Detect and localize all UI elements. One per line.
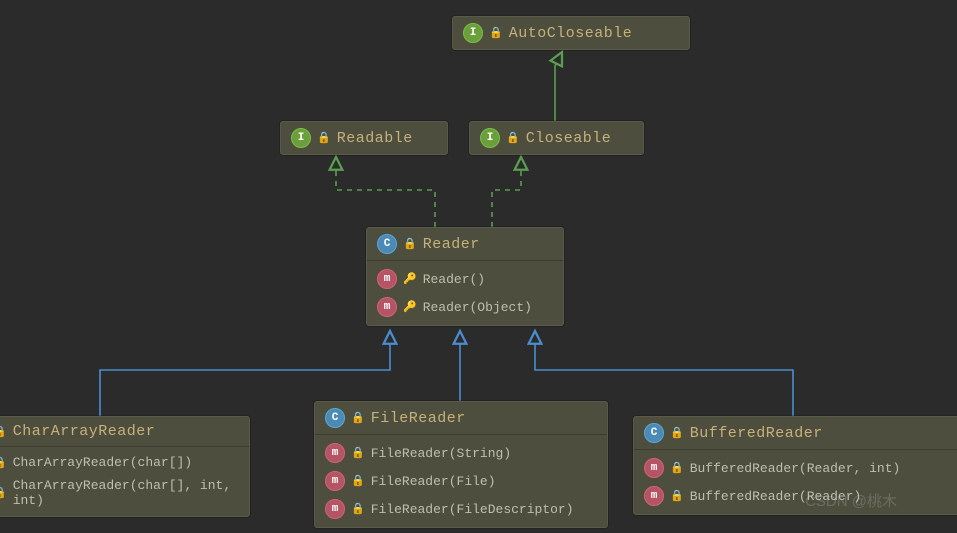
lock-icon: 🔒 (0, 425, 7, 439)
lock-icon: 🔒 (351, 474, 365, 488)
member-label: Reader() (423, 272, 485, 287)
method-icon: m (377, 269, 397, 289)
lock-icon: 🔒 (670, 461, 684, 475)
lock-icon: 🔒 (351, 502, 365, 516)
lock-icon: 🔒 (670, 489, 684, 503)
member-label: BufferedReader(Reader) (690, 489, 862, 504)
node-title: Closeable (526, 130, 612, 147)
member-row: 🔒 CharArrayReader(char[]) (0, 451, 249, 474)
member-label: FileReader(FileDescriptor) (371, 502, 574, 517)
node-bufferedreader[interactable]: C 🔒 BufferedReader m 🔒 BufferedReader(Re… (633, 416, 957, 515)
method-icon: m (644, 486, 664, 506)
node-closeable[interactable]: I 🔒 Closeable (469, 121, 644, 155)
member-label: CharArrayReader(char[], int, int) (13, 478, 239, 508)
node-title: FileReader (371, 410, 466, 427)
class-icon: C (377, 234, 397, 254)
node-body: m 🔒 FileReader(String) m 🔒 FileReader(Fi… (315, 435, 607, 527)
node-body: 🔒 CharArrayReader(char[]) 🔒 CharArrayRea… (0, 447, 249, 516)
node-reader[interactable]: C 🔒 Reader m 🔑 Reader() m 🔑 Reader(Objec… (366, 227, 564, 326)
member-row: m 🔒 FileReader(File) (315, 467, 607, 495)
member-label: BufferedReader(Reader, int) (690, 461, 901, 476)
class-icon: C (644, 423, 664, 443)
method-icon: m (325, 499, 345, 519)
method-icon: m (644, 458, 664, 478)
method-icon: m (325, 443, 345, 463)
lock-icon: 🔒 (351, 446, 365, 460)
member-row: m 🔒 FileReader(String) (315, 439, 607, 467)
lock-icon: 🔒 (0, 456, 7, 470)
member-label: FileReader(String) (371, 446, 511, 461)
lock-icon: 🔒 (0, 486, 7, 500)
node-header: I 🔒 Readable (281, 122, 447, 154)
node-body: m 🔒 BufferedReader(Reader, int) m 🔒 Buff… (634, 450, 957, 514)
interface-icon: I (463, 23, 483, 43)
member-row: m 🔒 BufferedReader(Reader) (634, 482, 957, 510)
node-header: I 🔒 Closeable (470, 122, 643, 154)
edge-reader-readable (336, 157, 435, 227)
interface-icon: I (291, 128, 311, 148)
member-row: 🔒 CharArrayReader(char[], int, int) (0, 474, 249, 512)
lock-icon: 🔒 (670, 426, 684, 440)
member-row: m 🔒 FileReader(FileDescriptor) (315, 495, 607, 523)
member-row: m 🔑 Reader() (367, 265, 563, 293)
lock-icon: 🔒 (351, 411, 365, 425)
node-title: Reader (423, 236, 480, 253)
lock-icon: 🔒 (489, 26, 503, 40)
edge-reader-closeable (492, 157, 521, 227)
member-row: m 🔑 Reader(Object) (367, 293, 563, 321)
edge-closeable-autocloseable (555, 52, 562, 121)
member-row: m 🔒 BufferedReader(Reader, int) (634, 454, 957, 482)
node-filereader[interactable]: C 🔒 FileReader m 🔒 FileReader(String) m … (314, 401, 608, 528)
interface-icon: I (480, 128, 500, 148)
node-title: CharArrayReader (13, 423, 156, 440)
lock-icon: 🔒 (317, 131, 331, 145)
node-title: BufferedReader (690, 425, 823, 442)
class-icon: C (325, 408, 345, 428)
member-label: FileReader(File) (371, 474, 496, 489)
key-icon: 🔑 (403, 300, 417, 314)
node-header: C 🔒 FileReader (315, 402, 607, 435)
node-header: C 🔒 Reader (367, 228, 563, 261)
member-label: CharArrayReader(char[]) (13, 455, 192, 470)
node-header: C 🔒 BufferedReader (634, 417, 957, 450)
lock-icon: 🔒 (506, 131, 520, 145)
lock-icon: 🔒 (403, 237, 417, 251)
node-body: m 🔑 Reader() m 🔑 Reader(Object) (367, 261, 563, 325)
node-autocloseable[interactable]: I 🔒 AutoCloseable (452, 16, 690, 50)
node-title: AutoCloseable (509, 25, 633, 42)
node-title: Readable (337, 130, 413, 147)
member-label: Reader(Object) (423, 300, 532, 315)
node-header: I 🔒 AutoCloseable (453, 17, 689, 49)
key-icon: 🔑 (403, 272, 417, 286)
node-header: 🔒 CharArrayReader (0, 417, 249, 447)
method-icon: m (377, 297, 397, 317)
node-chararrayreader[interactable]: 🔒 CharArrayReader 🔒 CharArrayReader(char… (0, 416, 250, 517)
method-icon: m (325, 471, 345, 491)
node-readable[interactable]: I 🔒 Readable (280, 121, 448, 155)
